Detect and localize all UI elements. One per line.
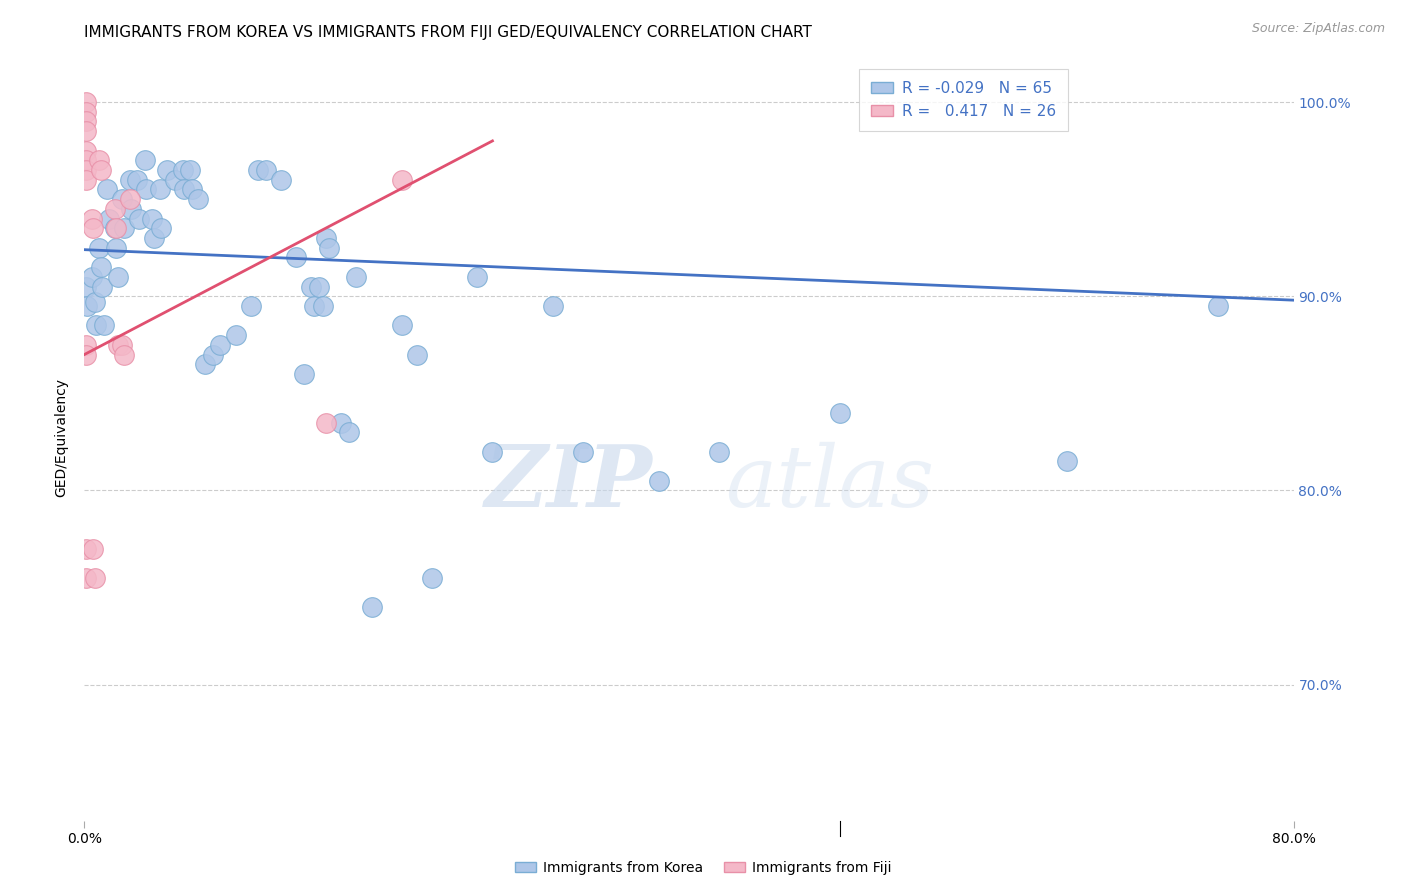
Point (118, 173, 141, 187)
Point (75, 124, 97, 138)
Point (165, 173, 187, 187)
Point (80, 269, 103, 284)
Point (104, 221, 127, 235)
Point (75, 347, 97, 361)
Point (111, 192, 134, 206)
Point (239, 299, 262, 313)
Point (75, 163, 97, 178)
Point (112, 221, 135, 235)
Point (201, 347, 224, 361)
Point (82, 221, 104, 235)
Legend: Immigrants from Korea, Immigrants from Fiji: Immigrants from Korea, Immigrants from F… (509, 855, 897, 880)
Point (830, 406, 852, 420)
Point (75, 95, 97, 109)
Point (194, 357, 217, 371)
Point (86, 318, 108, 333)
Point (142, 231, 165, 245)
Point (90, 163, 112, 178)
Point (118, 192, 141, 206)
Point (104, 202, 127, 216)
Point (141, 211, 163, 226)
Point (75, 571, 97, 585)
Point (156, 163, 179, 178)
Point (360, 600, 382, 615)
Point (75, 173, 97, 187)
Point (105, 241, 128, 255)
Point (111, 338, 134, 352)
Text: ZIP: ZIP (485, 442, 652, 524)
Point (120, 202, 142, 216)
Point (572, 444, 595, 458)
Point (308, 279, 330, 293)
Point (467, 269, 489, 284)
Point (128, 211, 150, 226)
Point (107, 269, 129, 284)
Point (76, 299, 98, 313)
Text: IMMIGRANTS FROM KOREA VS IMMIGRANTS FROM FIJI GED/EQUIVALENCY CORRELATION CHART: IMMIGRANTS FROM KOREA VS IMMIGRANTS FROM… (84, 25, 813, 40)
Text: Source: ZipAtlas.com: Source: ZipAtlas.com (1251, 22, 1385, 36)
Point (225, 328, 247, 343)
Point (299, 279, 322, 293)
Point (107, 338, 129, 352)
Point (97, 211, 120, 226)
Point (420, 571, 443, 585)
Point (172, 163, 194, 178)
Point (187, 192, 209, 206)
Point (709, 444, 731, 458)
Point (173, 182, 195, 196)
Point (330, 416, 353, 430)
Point (1206, 299, 1229, 313)
Point (318, 241, 340, 255)
Point (648, 474, 671, 488)
Point (302, 299, 325, 313)
Text: atlas: atlas (725, 442, 935, 524)
Point (270, 173, 292, 187)
Point (105, 221, 128, 235)
Y-axis label: GED/Equivalency: GED/Equivalency (55, 377, 69, 497)
Point (247, 163, 270, 178)
Point (150, 221, 173, 235)
Point (346, 269, 368, 284)
Point (75, 279, 97, 293)
Point (134, 153, 156, 168)
Point (75, 114, 97, 128)
Point (82, 541, 104, 556)
Point (481, 444, 503, 458)
Point (90, 260, 112, 274)
Point (315, 231, 337, 245)
Point (180, 182, 202, 196)
Point (391, 318, 413, 333)
Point (292, 367, 315, 381)
Point (209, 338, 232, 352)
Point (254, 163, 277, 178)
Point (93, 318, 115, 333)
Point (541, 299, 564, 313)
Point (84, 295, 107, 310)
Point (84, 571, 107, 585)
Point (127, 173, 149, 187)
Point (75, 104, 97, 119)
Point (315, 416, 337, 430)
Point (337, 425, 360, 440)
Point (96, 182, 118, 196)
Point (80, 211, 103, 226)
Point (75, 541, 97, 556)
Point (312, 299, 335, 313)
Point (285, 251, 308, 265)
Point (89, 153, 111, 168)
Point (1056, 454, 1078, 468)
Point (75, 153, 97, 168)
Point (75, 144, 97, 158)
Point (406, 347, 429, 361)
Point (91, 279, 114, 293)
Point (149, 182, 172, 196)
Point (112, 347, 135, 361)
Point (89, 241, 111, 255)
Legend: R = -0.029   N = 65, R =   0.417   N = 26: R = -0.029 N = 65, R = 0.417 N = 26 (859, 69, 1069, 131)
Point (179, 163, 201, 178)
Point (391, 173, 413, 187)
Point (135, 182, 157, 196)
Point (75, 338, 97, 352)
